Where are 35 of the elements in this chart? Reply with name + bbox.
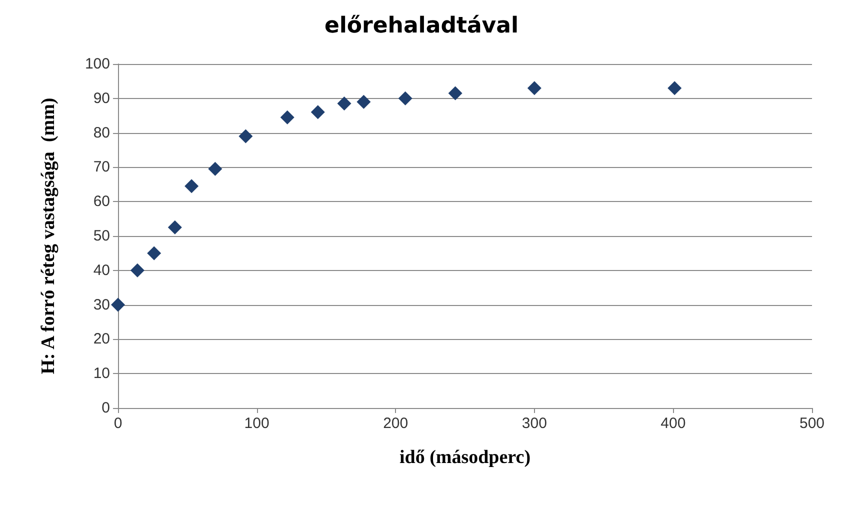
y-tick-label: 100 [84,56,110,72]
point [527,81,542,96]
x-tick-label: 500 [799,415,825,432]
y-tick-label: 0 [102,400,110,416]
y-tick-label: 90 [93,90,110,107]
point [356,94,371,109]
x-axis-title: idő (másodperc) [399,447,531,468]
y-tick-label: 10 [93,365,110,382]
x-tick-label: 400 [660,415,686,432]
chart-title: előrehaladtával [324,14,519,38]
point [668,81,682,96]
x-tick-label: 100 [244,415,270,432]
point [184,179,199,194]
point [280,110,294,124]
x-tick-label: 300 [522,415,547,432]
y-tick-label: 50 [93,228,110,244]
y-tick-label: 70 [93,158,110,176]
x-tick-label: 200 [383,415,408,432]
x-tick-label: 0 [114,415,122,432]
y-tick-label: 20 [93,330,110,348]
point [398,91,412,106]
point [337,96,352,111]
y-tick-label: 80 [93,124,110,142]
point [448,86,462,100]
point [147,246,162,260]
y-tick-label: 40 [93,262,110,279]
y-tick-label: 30 [93,296,110,314]
point [111,298,125,312]
point [238,129,253,144]
point [130,263,144,278]
y-axis-title: H: A forró réteg vastagsága (mm) [38,98,59,374]
point [208,162,222,176]
point [168,220,182,234]
y-tick-label: 60 [93,193,110,210]
point [310,105,325,120]
